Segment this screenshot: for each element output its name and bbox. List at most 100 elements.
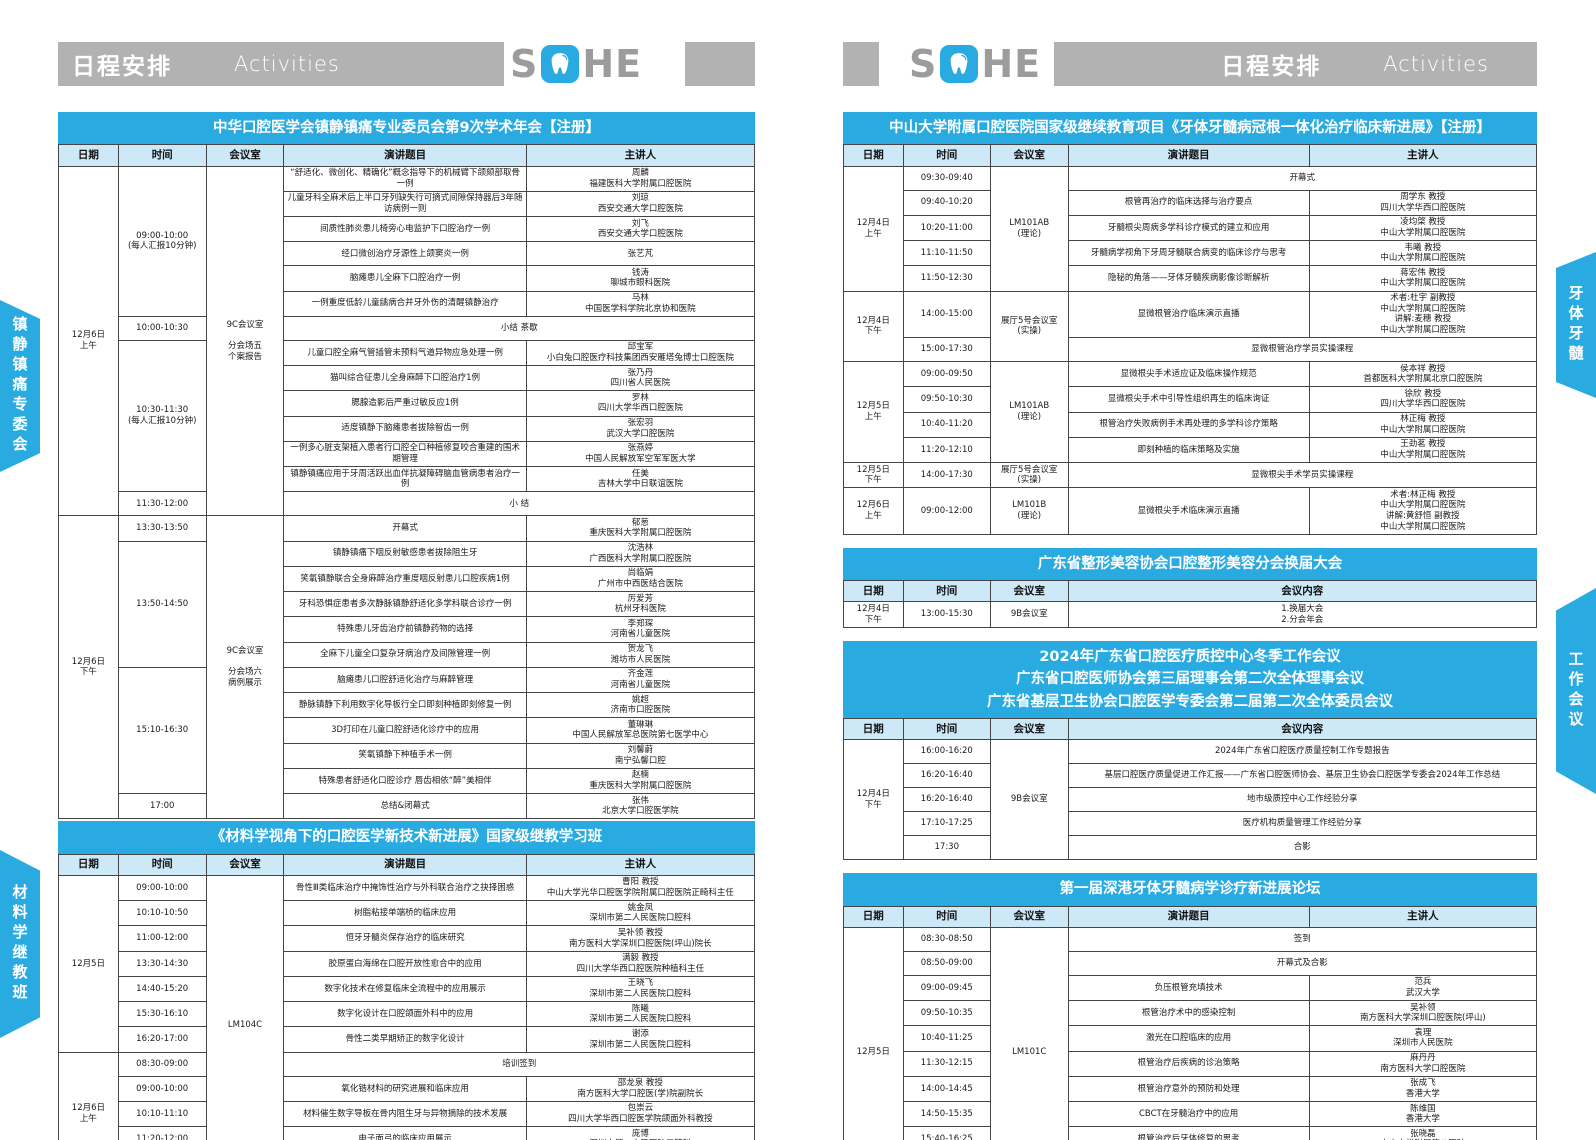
topic-cell: 激光在口腔临床的应用 — [1067, 1025, 1310, 1052]
column-header: 时间 — [902, 144, 991, 167]
column-header: 会议室 — [989, 718, 1069, 741]
speaker-cell: 邱宝军 小白兔口腔医疗科技集团西安雁塔兔博士口腔医院 — [525, 339, 756, 367]
speaker-cell: 张乃丹 四川省人民医院 — [525, 365, 756, 392]
room-cell: LM101B (理论) — [989, 487, 1069, 535]
room-cell: LM101AB (理论) — [989, 165, 1069, 292]
column-header: 时间 — [902, 580, 991, 603]
time-cell: 13:30-14:30 — [117, 950, 207, 977]
table-row: 12月6日 上午 09:00-10:00 (每人汇报10分钟) 9C会议室 分会场五 个案… — [58, 165, 756, 517]
column-header: 会议内容 — [1067, 718, 1538, 741]
speaker-cell: 姚金凤 深圳市第二人民医院口腔科 — [525, 900, 756, 927]
schedule-table: 日期 时间 会议室 会议内容 12月4日 下午 16:00-16:20 9B会议室 2024年广… — [843, 718, 1538, 861]
speaker-cell: 李郑琛 河南省儿童医院 — [525, 616, 756, 643]
speaker-cell: 沈浩林 广西医科大学附属口腔医院 — [525, 540, 756, 567]
speaker-cell: 刘琼 西安交通大学口腔医院 — [525, 190, 756, 218]
table-row: 12月4日 下午 14:00-15:00 展厅5号会议室 (实操) 显微根管治疗临床演示直… — [843, 290, 1538, 363]
time-cell: 14:00-17:30 — [902, 462, 991, 489]
logo-letter-s: S — [510, 42, 539, 86]
topic-cell: 总结&闭幕式 — [283, 793, 527, 820]
topic-cell: 腮腺造影后严重过敏反应1例 — [283, 390, 527, 417]
date-cell: 12月6日 上午 — [843, 487, 904, 535]
table-row: 12月6日 上午 09:00-12:00 LM101B (理论) 显微根尖手术临床演示直播… — [843, 487, 1538, 535]
side-tab-gongzuohuiyi: 工作会议 — [1556, 588, 1596, 794]
header-row: 日期 时间 会议室 演讲题目 主讲人 — [843, 905, 1538, 928]
speaker-cell: 徐欣 教授 四川大学华西口腔医院 — [1308, 386, 1538, 413]
topic-cell: 树脂粘接单端桥的临床应用 — [283, 900, 527, 927]
time-cell: 09:00-09:50 — [902, 361, 991, 388]
table-row: 11:00-12:00 恒牙牙髓炎保存治疗的临床研究 吴补领 教授 南方医科大学深圳口… — [59, 925, 756, 952]
topic-cell: 脑瘫患儿全麻下口腔治疗一例 — [283, 265, 527, 292]
table-row: 17:00 总结&闭幕式 张伟 北京大学口腔医学院 — [59, 793, 756, 820]
header-title-en: Activities — [1383, 52, 1489, 76]
column-header: 日期 — [843, 144, 904, 167]
conference-section: 第一届深港牙体牙髓病学诊疗新进展论坛日期 时间 会议室 演讲题目 主讲人 12月5日 08:… — [843, 873, 1538, 1140]
table-row: 10:10-10:50 树脂粘接单端桥的临床应用 姚金凤 深圳市第二人民医院口腔科 — [59, 900, 756, 927]
conference-title: 《材料学视角下的口腔医学新技术新进展》国家级继教学习班 — [58, 821, 755, 854]
speaker-cell: 贺龙飞 潍坊市人民医院 — [525, 641, 756, 668]
conference-section: 中华口腔医学会镇静镇痛专业委员会第9次学术年会【注册】 日期 时间 会议室 演讲题目 主讲… — [58, 112, 756, 820]
date-cell: 12月4日 下午 — [843, 601, 904, 628]
content-cell: 1.换届大会 2.分会年会 — [1067, 601, 1538, 628]
table-row: 12月6日 下午 13:30-13:50 9C会议室 分会场六 病例展示 开幕式 郁葱 重庆医… — [58, 515, 756, 820]
table-row: 镇静镇痛应用于牙周活跃出血伴抗凝障碍脑血管病患者治疗一例 任美 吉林大学中日联谊医院 — [59, 466, 756, 493]
header-row: 日期 时间 会议室 会议内容 — [843, 580, 1538, 603]
column-header: 时间 — [117, 853, 207, 876]
topic-cell: 镇静镇痛应用于牙周活跃出血伴抗凝障碍脑血管病患者治疗一例 — [283, 466, 527, 493]
speaker-cell: 王晓飞 深圳市第二人民医院口腔科 — [525, 975, 756, 1003]
table-row: 间质性肺炎患儿椅旁心电监护下口腔治疗一例 刘飞 西安交通大学口腔医院 — [59, 216, 756, 243]
time-cell: 09:00-10:00 (每人汇报10分钟) — [117, 165, 207, 317]
table-row: 一例重度低龄儿童龋病合并牙外伤的清醒镇静治疗 马林 中国医学科学院北京协和医院 — [59, 290, 756, 317]
time-cell: 10:00-10:30 — [117, 315, 207, 341]
table-row: 09:00-09:45 负压根管充填技术 范兵 武汉大学 — [844, 974, 1538, 1002]
time-cell: 11:10-11:50 — [902, 240, 991, 267]
topic-cell: 培训签到 — [283, 1051, 755, 1077]
speaker-cell: 蒋宏伟 教授 中山大学附属口腔医院 — [1308, 265, 1538, 292]
conference-title-line: 第一届深港牙体牙髓病学诊疗新进展论坛 — [1059, 881, 1321, 898]
table-row: 12月4日 下午 16:00-16:20 9B会议室 2024年广东省口腔医疗质量控制工… — [843, 739, 1538, 861]
speaker-cell: 包崇云 四川大学华西口腔医学院颌面外科教授 — [525, 1100, 756, 1128]
time-cell: 14:00-15:00 — [902, 290, 991, 339]
topic-cell: 儿童牙科全麻术后上半口牙列缺失行可摘式间隙保持器后3年随访病例一则 — [283, 190, 527, 218]
table-row: 11:30-12:15 根管治疗后疾病的诊治策略 麻丹丹 南方医科大学口腔医院 — [844, 1050, 1538, 1077]
date-cell: 12月5日 — [58, 874, 119, 1053]
table-row: 14:00-14:45 根管治疗意外的预防和处理 张成飞 香港大学 — [844, 1075, 1538, 1103]
room-cell: 9C会议室 分会场六 病例展示 — [205, 515, 285, 820]
schedule-table: 日期 时间 会议室 演讲题目 主讲人 12月5日 08:30-08:50 LM101C 签到 08… — [843, 905, 1538, 1140]
left-page-header: 日程安排 Activities S HE — [58, 42, 755, 86]
speaker-cell: 吴补领 南方医科大学深圳口腔医院(坪山) — [1308, 1000, 1538, 1027]
conference-section: 中山大学附属口腔医院国家级继续教育项目《牙体牙髓病冠根一体化治疗临床新进展》【注… — [843, 112, 1538, 535]
speaker-cell: 董琳琳 中国人民解放军总医院第七医学中心 — [525, 717, 756, 744]
table-row: 牙科恐惧症患者多次静脉镇静舒适化多学科联合诊疗一例 厉爱芳 杭州牙科医院 — [59, 591, 756, 618]
column-header: 主讲人 — [1308, 905, 1538, 928]
conference-title: 中华口腔医学会镇静镇痛专业委员会第9次学术年会【注册】 — [58, 112, 755, 145]
topic-cell: 即刻种植的临床策略及实施 — [1067, 436, 1310, 464]
column-header: 主讲人 — [525, 853, 756, 876]
table-row: 16:20-17:00 骨性二类早期矫正的数字化设计 谢添 深圳市第二人民医院口腔科 — [59, 1026, 756, 1053]
topic-cell: 开幕式及合影 — [1067, 950, 1538, 976]
table-row: 特殊患者舒适化口腔诊疗 唇齿相依“醉”美相伴 赵楠 重庆医科大学附属口腔医院 — [59, 767, 756, 795]
speaker-cell: 刘馨蔚 南宁弘馨口腔 — [525, 742, 756, 769]
table-row: 经口微创治疗牙源性上颌窦炎一例 张艺芃 — [59, 241, 756, 267]
time-cell: 15:00-17:30 — [902, 337, 991, 363]
time-cell: 08:30-08:50 — [902, 926, 991, 952]
table-row: 11:20-12:00 电子面弓的临床应用展示庞博深圳市第二人民医院口腔科 — [59, 1126, 756, 1140]
logo-letter-s: S — [909, 42, 938, 86]
content-cell: 合影 — [1067, 835, 1538, 861]
right-page: S HE 日程安排 Activities 中山大学附属口腔医院国家级继续教育项目… — [843, 42, 1538, 1140]
time-cell: 17:30 — [902, 835, 991, 861]
content-cell: 医疗机构质量管理工作经验分享 — [1067, 811, 1538, 837]
speaker-cell: 王劲茗 教授 中山大学附属口腔医院 — [1308, 436, 1538, 464]
table-row: 10:10-11:10 材料催生数字导板在骨内阻生牙与异物摘除的技术发展 包崇云 四川… — [59, 1100, 756, 1128]
time-cell: 17:00 — [117, 793, 207, 820]
time-cell: 10:20-11:00 — [902, 214, 991, 242]
topic-cell: 根管治疗后疾病的诊治策略 — [1067, 1050, 1310, 1077]
topic-cell: 适度镇静下脑瘫患者拔除智齿一例 — [283, 415, 527, 442]
time-cell: 16:00-16:20 — [902, 739, 991, 765]
time-cell: 13:30-13:50 — [117, 515, 207, 542]
date-cell: 12月6日 上午 — [58, 1051, 119, 1140]
time-cell: 16:20-17:00 — [117, 1026, 207, 1053]
side-tab-label: 镇静镇痛专委会 — [10, 316, 29, 456]
topic-cell: 显微根管治疗临床演示直播 — [1067, 290, 1310, 339]
topic-cell: 隐秘的角落——牙体牙髓疾病影像诊断解析 — [1067, 265, 1310, 292]
speaker-cell: 曹阳 教授 中山大学光华口腔医学院附属口腔医院正畸科主任 — [525, 874, 756, 902]
